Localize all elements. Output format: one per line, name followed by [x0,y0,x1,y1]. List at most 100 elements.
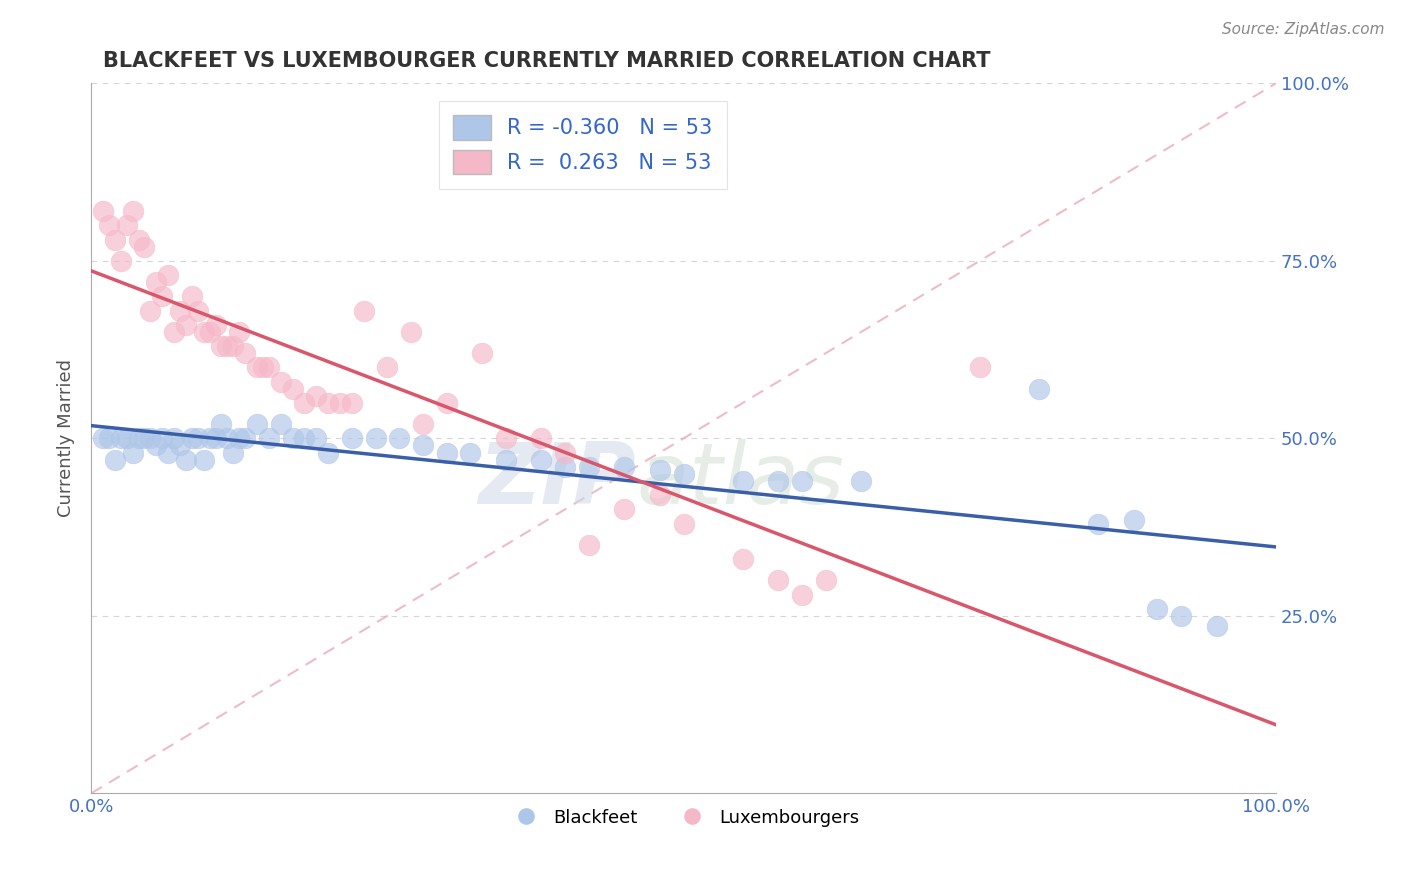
Point [648,463,671,477]
Point [204,431,226,445]
Point [305,431,328,445]
Point [104,233,127,247]
Point [613,459,636,474]
Point [648,488,671,502]
Point [270,375,292,389]
Point [436,445,458,459]
Point [163,431,186,445]
Text: BLACKFEET VS LUXEMBOURGER CURRENTLY MARRIED CORRELATION CHART: BLACKFEET VS LUXEMBOURGER CURRENTLY MARR… [103,51,990,70]
Point [193,452,215,467]
Point [217,431,239,445]
Point [281,382,304,396]
Point [233,346,256,360]
Point [169,303,191,318]
Point [157,445,180,459]
Point [294,431,316,445]
Text: atlas: atlas [636,440,844,523]
Point [169,438,191,452]
Point [305,389,328,403]
Point [316,396,339,410]
Point [257,431,280,445]
Point [412,417,434,432]
Point [198,431,221,445]
Legend: Blackfeet, Luxembourgers: Blackfeet, Luxembourgers [501,802,866,834]
Point [495,431,517,445]
Point [1028,382,1050,396]
Point [134,431,156,445]
Point [134,240,156,254]
Text: ZIP: ZIP [478,440,636,523]
Point [377,360,399,375]
Point [436,396,458,410]
Y-axis label: Currently Married: Currently Married [58,359,75,517]
Point [110,253,132,268]
Point [340,396,363,410]
Point [174,452,197,467]
Point [458,445,481,459]
Point [180,431,202,445]
Point [228,325,250,339]
Point [281,431,304,445]
Point [294,396,316,410]
Point [211,339,233,353]
Point [329,396,352,410]
Point [193,325,215,339]
Point [814,574,837,588]
Point [578,538,600,552]
Point [257,360,280,375]
Point [731,552,754,566]
Point [613,502,636,516]
Point [222,339,245,353]
Point [353,303,375,318]
Point [790,588,813,602]
Point [246,417,269,432]
Point [91,204,114,219]
Point [115,219,138,233]
Point [246,360,269,375]
Point [270,417,292,432]
Point [530,452,553,467]
Point [128,233,150,247]
Point [174,318,197,332]
Point [150,289,173,303]
Point [233,431,256,445]
Point [222,445,245,459]
Point [495,452,517,467]
Point [139,303,162,318]
Point [554,445,576,459]
Point [316,445,339,459]
Point [187,431,209,445]
Point [1122,513,1144,527]
Point [252,360,274,375]
Point [128,431,150,445]
Point [157,268,180,282]
Point [110,431,132,445]
Point [139,431,162,445]
Point [97,219,120,233]
Point [97,431,120,445]
Point [198,325,221,339]
Point [211,417,233,432]
Point [145,438,167,452]
Point [204,318,226,332]
Point [150,431,173,445]
Point [768,574,790,588]
Point [851,474,873,488]
Point [187,303,209,318]
Point [364,431,387,445]
Point [672,516,695,531]
Point [180,289,202,303]
Point [672,467,695,481]
Point [412,438,434,452]
Point [399,325,422,339]
Point [554,459,576,474]
Point [471,346,494,360]
Point [768,474,790,488]
Point [1170,608,1192,623]
Point [121,204,143,219]
Point [163,325,186,339]
Point [530,431,553,445]
Point [91,431,114,445]
Point [1087,516,1109,531]
Point [217,339,239,353]
